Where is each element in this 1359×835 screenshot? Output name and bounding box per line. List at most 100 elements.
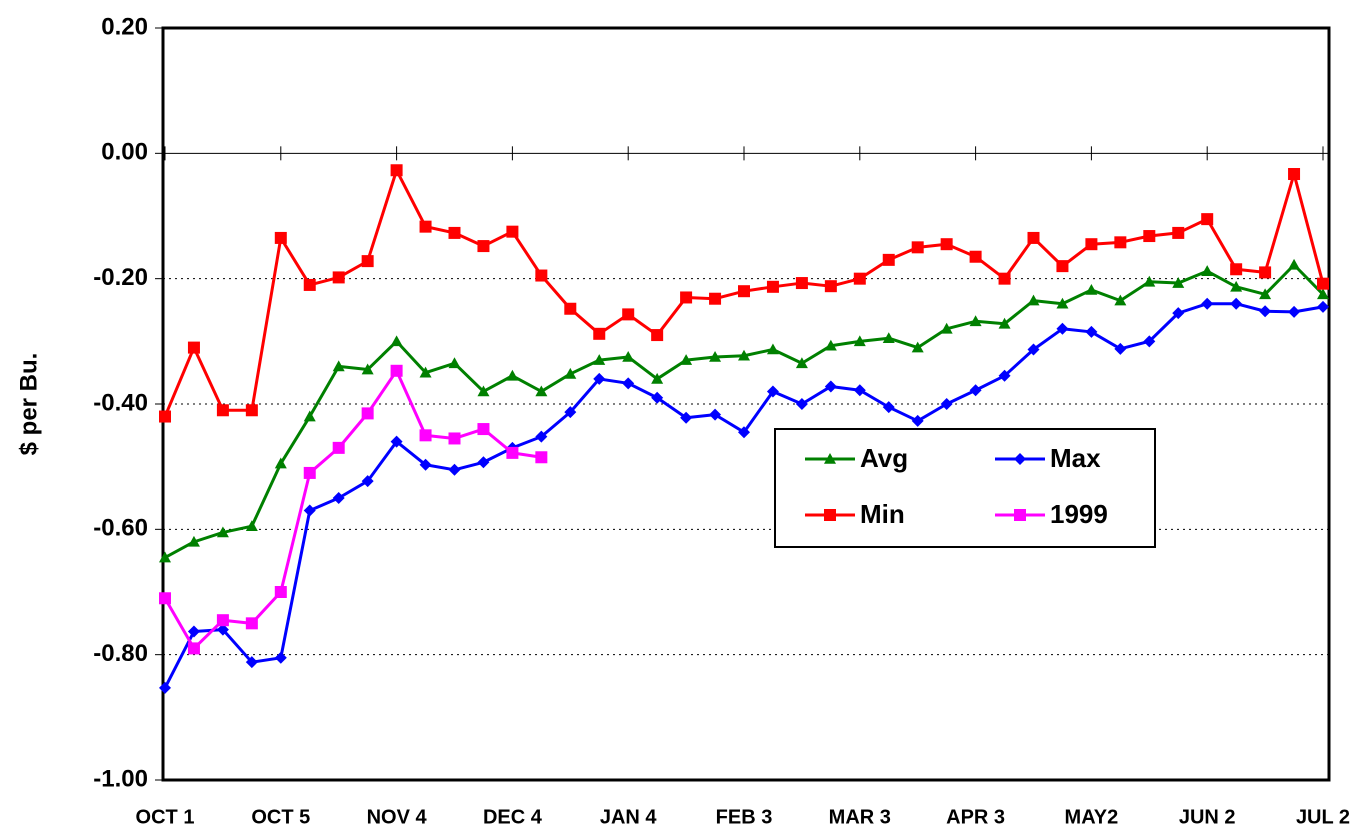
marker [622, 351, 635, 362]
marker [1056, 297, 1069, 309]
marker [651, 329, 664, 342]
marker [1085, 325, 1098, 338]
marker [709, 292, 722, 305]
marker [1317, 288, 1329, 300]
x-tick-label: FEB 3 [716, 806, 773, 828]
marker [245, 520, 258, 531]
marker [274, 586, 287, 598]
marker [361, 407, 374, 420]
marker [216, 614, 229, 627]
marker [564, 302, 577, 315]
marker [332, 360, 345, 372]
x-tick-label: OCT 1 [136, 806, 195, 828]
marker [1143, 230, 1156, 243]
marker [998, 317, 1011, 329]
marker [477, 456, 490, 469]
marker [216, 623, 229, 636]
marker [245, 617, 258, 630]
marker [1056, 260, 1069, 273]
y-tick-label: 0.00 [101, 139, 148, 166]
marker [1230, 297, 1243, 310]
marker [419, 458, 432, 471]
marker [911, 414, 924, 427]
marker [448, 463, 461, 476]
marker [303, 466, 316, 479]
marker [680, 411, 693, 424]
legend-marker [1014, 453, 1026, 465]
marker [795, 398, 808, 410]
legend-marker [824, 453, 836, 464]
marker [824, 280, 837, 293]
marker [506, 369, 519, 381]
marker [651, 391, 664, 404]
x-tick-label: JUL 2 [1296, 806, 1350, 828]
marker [448, 226, 461, 239]
marker [882, 332, 895, 343]
marker [216, 404, 229, 417]
marker [1201, 297, 1214, 310]
marker [159, 681, 171, 694]
marker [1259, 305, 1272, 318]
marker [1288, 305, 1301, 318]
y-tick-label: -0.40 [93, 389, 148, 416]
y-tick-label: -0.80 [93, 640, 148, 667]
marker [1230, 280, 1243, 292]
marker [274, 457, 287, 469]
marker [622, 377, 635, 390]
marker [448, 432, 461, 445]
marker [940, 238, 953, 251]
marker [187, 535, 200, 547]
marker [593, 327, 606, 340]
marker [390, 364, 403, 377]
marker [506, 225, 519, 238]
marker [159, 592, 171, 605]
y-tick-label: -0.20 [93, 264, 148, 291]
marker [159, 410, 171, 423]
marker [245, 404, 258, 417]
marker [651, 372, 664, 384]
marker [1114, 294, 1127, 306]
marker [969, 315, 982, 327]
marker [911, 241, 924, 254]
marker [853, 272, 866, 285]
marker [477, 385, 490, 397]
marker [477, 423, 490, 436]
legend-box [774, 428, 1156, 548]
x-tick-label: MAY2 [1065, 806, 1119, 828]
marker [824, 380, 837, 393]
marker [709, 351, 722, 362]
marker [795, 277, 808, 290]
legend-marker [824, 509, 836, 521]
marker [1259, 288, 1272, 300]
marker [680, 291, 693, 304]
marker [680, 354, 693, 365]
marker [535, 430, 548, 443]
marker [564, 406, 577, 419]
marker [274, 651, 287, 664]
marker [1172, 277, 1185, 288]
marker [361, 363, 374, 375]
marker [303, 410, 316, 422]
marker [940, 398, 953, 410]
marker [853, 335, 866, 347]
marker [1201, 265, 1214, 276]
legend-label: Avg [860, 443, 908, 473]
marker [1143, 275, 1156, 287]
x-tick-label: OCT 5 [251, 806, 310, 828]
marker [1114, 236, 1127, 249]
marker [419, 220, 432, 233]
marker [1027, 294, 1040, 306]
marker [1259, 266, 1272, 279]
plot-frame [161, 26, 1331, 782]
legend-label: Min [860, 499, 905, 529]
marker [824, 339, 837, 351]
marker [969, 384, 982, 397]
y-axis-title: $ per Bu. [15, 353, 42, 456]
marker [332, 492, 345, 504]
marker [159, 551, 171, 563]
marker [593, 372, 606, 385]
marker [1172, 226, 1185, 239]
marker [1201, 213, 1214, 226]
marker [911, 341, 924, 353]
